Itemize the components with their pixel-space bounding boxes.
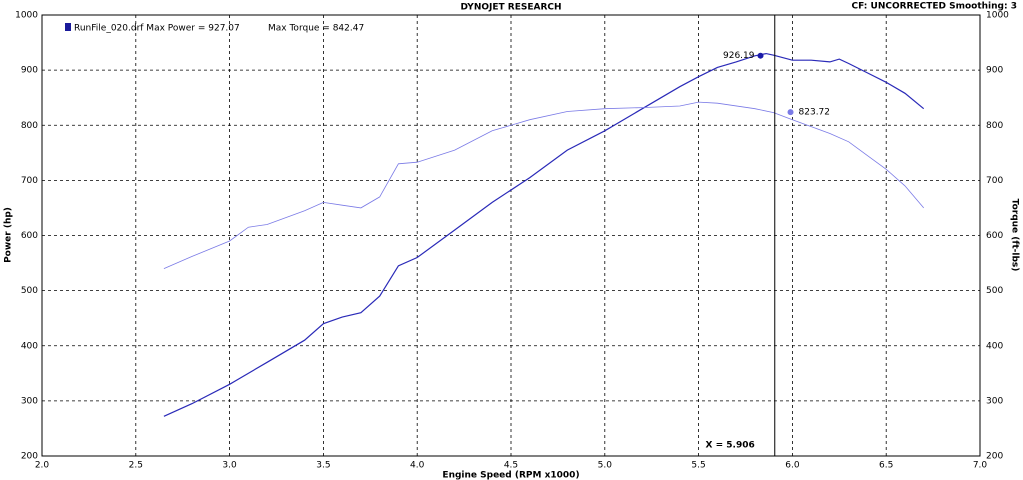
readout-label: 823.72 [799,108,831,118]
y2-tick-label: 900 [986,66,1003,76]
x-tick-label: 5.0 [598,461,613,471]
x-tick-label: 4.0 [410,461,425,471]
y2-tick-label: 500 [986,286,1003,296]
y-axis-label: Power (hp) [4,207,14,263]
y2-tick-label: 200 [986,452,1003,462]
y2-axis-label: Torque (ft-lbs) [1010,199,1020,272]
chart-subtitle: CF: UNCORRECTED Smoothing: 3 [852,2,1017,12]
x-tick-label: 6.5 [879,461,893,471]
y-tick-label: 300 [21,396,38,406]
y-tick-label: 800 [21,121,38,131]
x-tick-label: 4.5 [504,461,518,471]
y-tick-label: 1000 [15,11,38,21]
legend-swatch [65,23,71,31]
x-tick-label: 3.0 [222,461,237,471]
y-tick-label: 900 [21,66,38,76]
y-tick-label: 500 [21,286,38,296]
x-tick-label: 2.5 [129,461,143,471]
y2-tick-label: 1000 [986,11,1009,21]
y2-tick-label: 600 [986,231,1003,241]
y-tick-label: 600 [21,231,38,241]
x-tick-label: 3.5 [316,461,330,471]
legend-text: RunFile_020.drf Max Power = 927.07 [74,24,240,34]
y2-tick-label: 400 [986,341,1003,351]
readout-marker [757,52,764,59]
y2-tick-label: 700 [986,176,1003,186]
y2-tick-label: 800 [986,121,1003,131]
y2-tick-label: 300 [986,396,1003,406]
x-tick-label: 5.5 [691,461,705,471]
x-axis-label: Engine Speed (RPM x1000) [442,471,579,480]
y-tick-label: 200 [21,452,38,462]
series-line [163,101,925,269]
readout-label: 926.19 [723,51,755,61]
x-tick-label: 6.0 [785,461,800,471]
x-tick-label: 2.0 [35,461,50,471]
chart-title: DYNOJET RESEARCH [460,3,561,13]
y-tick-label: 400 [21,341,38,351]
y-tick-label: 700 [21,176,38,186]
cursor-label: X = 5.906 [706,441,755,451]
series-line [163,52,925,417]
readout-marker [787,109,794,116]
x-tick-label: 7.0 [973,461,988,471]
legend-text: Max Torque = 842.47 [268,24,364,34]
